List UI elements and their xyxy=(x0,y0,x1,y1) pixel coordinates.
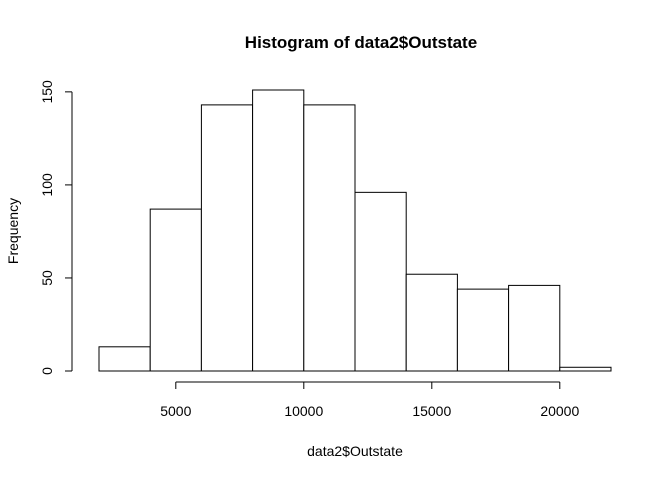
chart-title: Histogram of data2$Outstate xyxy=(245,33,477,52)
histogram-bar-7 xyxy=(456,288,510,372)
y-tick-label-0: 0 xyxy=(39,367,55,375)
x-tick-label-1: 10000 xyxy=(284,403,323,419)
histogram-bar-2 xyxy=(200,104,254,372)
histogram-bar-0 xyxy=(98,346,151,372)
bars-group xyxy=(98,89,612,372)
histogram-bar-5 xyxy=(354,191,407,372)
histogram-bar-1 xyxy=(149,208,202,372)
x-tick-label-2: 15000 xyxy=(412,403,451,419)
histogram-bar-3 xyxy=(252,89,305,372)
x-tick-label-3: 20000 xyxy=(540,403,579,419)
x-tick-label-0: 5000 xyxy=(160,403,191,419)
y-tick-label-2: 100 xyxy=(39,173,55,197)
x-axis-ticks: 5000 10000 15000 20000 xyxy=(160,382,579,419)
y-axis-label: Frequency xyxy=(5,198,21,264)
histogram-bar-8 xyxy=(508,284,561,372)
y-tick-label-1: 50 xyxy=(39,270,55,286)
histogram-bar-4 xyxy=(303,104,356,372)
histogram-bar-6 xyxy=(405,273,458,372)
x-axis-label: data2$Outstate xyxy=(307,443,403,459)
y-tick-label-3: 150 xyxy=(39,80,55,104)
histogram-bar-9 xyxy=(559,366,612,372)
y-axis-ticks: 0 50 100 150 xyxy=(39,80,72,375)
